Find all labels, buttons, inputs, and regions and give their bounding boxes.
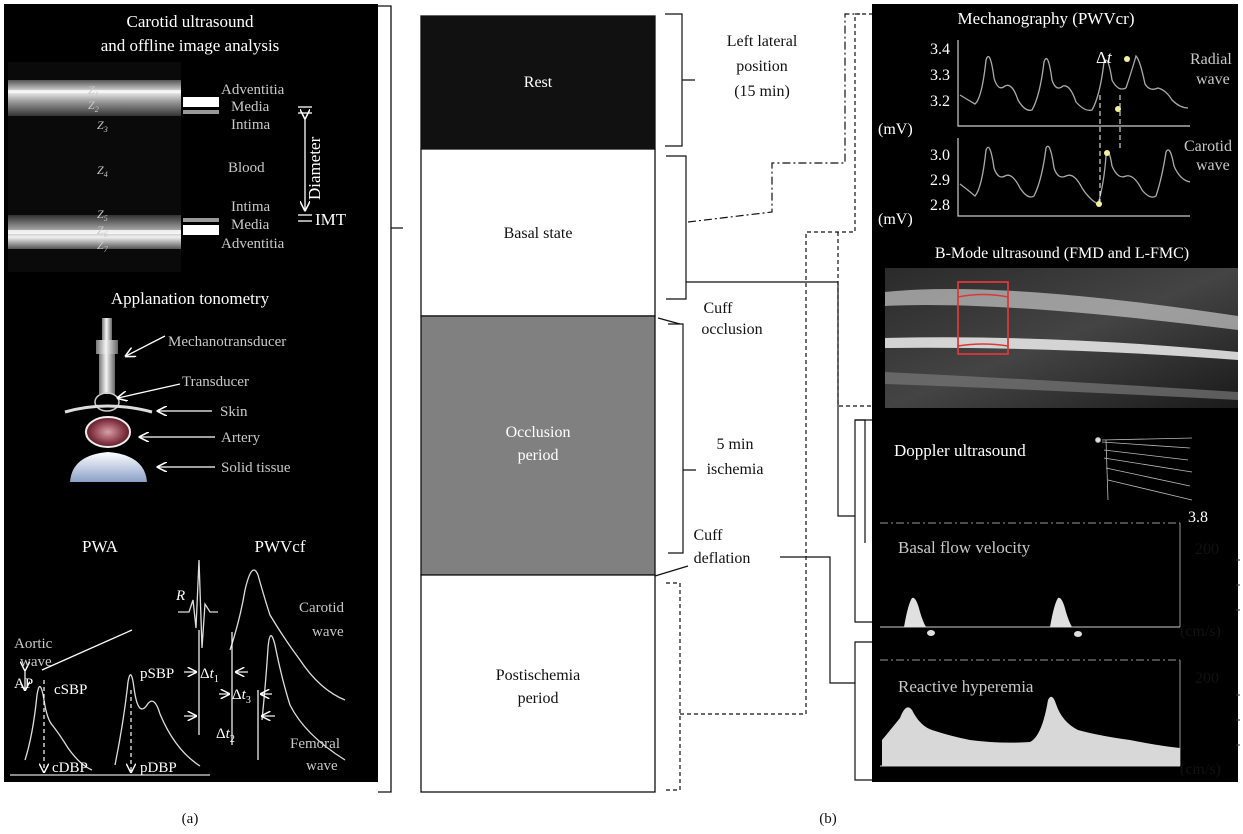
carotid-title-line2: and offline image analysis [101, 36, 280, 55]
carotid-tick-2-9: 2.9 [930, 172, 950, 189]
label-transducer: Transducer [182, 374, 249, 390]
pwvcf-title: PWVcf [255, 537, 306, 556]
mechanography-title: Mechanography (PWVcr) [957, 9, 1134, 28]
pdbp-label: pDBP [140, 760, 177, 776]
label-solid-tissue: Solid tissue [221, 460, 291, 476]
bmode-image [885, 268, 1238, 408]
bmode-connector [838, 232, 872, 406]
doppler-brackets [855, 420, 872, 780]
panel-a-bracket [378, 6, 403, 792]
radial-tick-3-3: 3.3 [930, 67, 950, 84]
r-wave-label: R [175, 588, 185, 604]
postischemia-dashed-connectors [666, 14, 872, 790]
radial-unit-label: (mV) [878, 121, 913, 138]
femoral-wave-label-2: wave [306, 758, 338, 774]
aortic-wave-label-2: wave [20, 654, 52, 670]
carotid-unit-label: (mV) [878, 211, 913, 228]
phase-rest-label: Rest [524, 74, 553, 91]
cuff-occlusion-annotation-2: occlusion [701, 321, 762, 338]
label-blood: Blood [228, 160, 265, 176]
radial-wave-label-1: Radial [1190, 51, 1232, 68]
reactive-hyperemia-label: Reactive hyperemia [898, 677, 1034, 696]
label-media-top: Media [231, 99, 270, 115]
phase-basal-label: Basal state [504, 225, 573, 242]
phase-occlusion-box [421, 316, 655, 575]
carotid-wave-label-1: Carotid [299, 600, 344, 616]
rest-annotation-1: Left lateral [727, 33, 798, 50]
mechanography-delta-t-label: Δt [1096, 48, 1113, 67]
radial-tick-3-4: 3.4 [930, 41, 950, 58]
cuff-occlusion-annotation-1: Cuff [703, 300, 733, 317]
phase-occlusion-label-2: period [518, 447, 559, 464]
bmode-title: B-Mode ultrasound (FMD and L-FMC) [935, 245, 1189, 262]
femoral-wave-label-1: Femoral [290, 736, 340, 752]
pwa-title: PWA [82, 537, 119, 556]
phase-postischemia-label-1: Postischemia [496, 667, 580, 684]
label-intima-bottom: Intima [231, 199, 270, 215]
diameter-label: Diameter [305, 136, 324, 200]
carotid-title-line1: Carotid ultrasound [126, 12, 254, 31]
doppler-scale-top-hyperemia: 200 [1195, 670, 1219, 687]
ap-label: AP [14, 676, 33, 692]
carotid-wave-label-2: wave [312, 624, 344, 640]
doppler-title: Doppler ultrasound [894, 441, 1026, 460]
doppler-value: 3.8 [1188, 509, 1208, 526]
cuff-deflation-annotation-1: Cuff [693, 527, 723, 544]
panel-a-caption: (a) [182, 811, 199, 827]
doppler-unit-hyperemia: (cm/s) [1180, 761, 1221, 778]
doppler-unit-basal: (cm/s) [1180, 623, 1221, 640]
rest-annotation-3: (15 min) [734, 83, 790, 100]
psbp-label: pSBP [140, 666, 174, 682]
phase-occlusion-label-1: Occlusion [506, 424, 571, 441]
radial-tick-3-2: 3.2 [930, 93, 950, 110]
label-adventitia-top: Adventitia [221, 82, 285, 98]
panel-b-caption: (b) [819, 811, 837, 827]
rest-annotation-2: position [736, 58, 788, 75]
aortic-wave-label-1: Aortic [14, 636, 53, 652]
carotid-wave-mech-label-1: Carotid [1184, 138, 1232, 155]
imt-label: IMT [315, 210, 347, 229]
basal-flow-label: Basal flow velocity [898, 538, 1031, 557]
label-adventitia-bottom: Adventitia [221, 236, 285, 252]
csbp-label: cSBP [54, 682, 87, 698]
carotid-wave-mech-label-2: wave [1196, 157, 1230, 174]
tonometry-title: Applanation tonometry [111, 289, 270, 308]
ischemia-annotation-1: 5 min [717, 436, 754, 453]
carotid-tick-2-8: 2.8 [930, 197, 950, 214]
cuff-deflation-annotation-2: deflation [694, 550, 751, 567]
cdbp-label: cDBP [52, 760, 88, 776]
phase-postischemia-label-2: period [518, 690, 559, 707]
doppler-scale-top-basal: 200 [1195, 541, 1219, 558]
label-media-bottom: Media [231, 217, 270, 233]
label-artery: Artery [221, 430, 261, 446]
label-skin: Skin [220, 404, 248, 420]
phase-brackets [655, 14, 865, 683]
label-mechanotransducer: Mechanotransducer [168, 334, 286, 350]
radial-wave-label-2: wave [1196, 71, 1230, 88]
ischemia-annotation-2: ischemia [707, 461, 764, 478]
carotid-tick-3-0: 3.0 [930, 147, 950, 164]
label-intima-top: Intima [231, 117, 270, 133]
